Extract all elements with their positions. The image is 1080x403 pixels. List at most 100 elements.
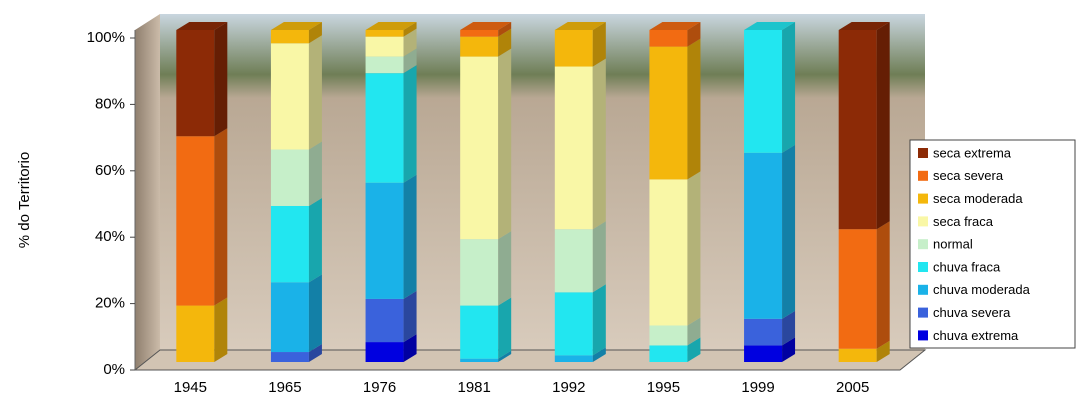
bar-top <box>554 22 606 30</box>
bar-segment <box>554 355 593 362</box>
bar-segment-side <box>498 22 512 37</box>
bar-segment <box>365 342 404 362</box>
bar-segment <box>554 229 593 293</box>
bar-segment <box>270 282 309 353</box>
bar-segment-side <box>403 290 417 343</box>
bar-segment <box>838 348 877 362</box>
legend-box <box>909 139 1076 349</box>
legend-label: seca moderada <box>933 191 1023 206</box>
background-photo <box>160 14 925 350</box>
y-tick-label: 0% <box>103 361 125 378</box>
bar-segment-side <box>214 22 228 137</box>
bar-segment <box>365 30 404 37</box>
legend-swatch <box>918 330 928 341</box>
y-tick-label: 40% <box>95 228 125 245</box>
bar-segment-side <box>592 284 606 356</box>
bar-segment <box>460 56 499 240</box>
x-tick-label: 1945 <box>174 379 207 396</box>
bar-segment <box>460 305 499 359</box>
bar-segment <box>176 136 215 306</box>
bar-segment <box>365 298 404 343</box>
bar-top <box>460 22 512 30</box>
legend-label: seca extrema <box>933 145 1012 160</box>
bar-segment <box>365 56 404 74</box>
bar-segment-side <box>876 340 890 362</box>
bar-segment <box>270 149 309 206</box>
bar-segment <box>554 292 593 356</box>
bar-segment <box>649 46 688 180</box>
bar-top <box>365 22 417 30</box>
bar-top <box>270 22 322 30</box>
bar-segment <box>176 305 215 362</box>
bar-segment <box>649 30 688 47</box>
legend: seca extrema seca severa seca moderada seca… <box>918 145 1031 343</box>
legend-swatch <box>918 193 928 204</box>
bar-segment-side <box>308 22 322 44</box>
bar-top <box>744 22 796 30</box>
bar-segment <box>744 30 783 153</box>
bar-top <box>838 22 890 30</box>
bar-segment-side <box>403 28 417 57</box>
bar-segment-side <box>308 35 322 150</box>
bar-segment-side <box>308 274 322 353</box>
legend-swatch <box>918 216 928 227</box>
bar-segment <box>270 30 309 44</box>
bar-segment-side <box>403 48 417 74</box>
bar-segment-side <box>498 350 512 362</box>
bar-segment <box>460 30 499 37</box>
bar-segment <box>460 36 499 57</box>
bar-segment-side <box>308 344 322 362</box>
bar-segment <box>460 358 499 362</box>
bar-segment-side <box>687 38 701 180</box>
x-tick-label: 1995 <box>647 379 680 396</box>
legend-label: chuva severa <box>933 305 1011 320</box>
bar-segment-side <box>498 28 512 57</box>
bar-segment-side <box>592 347 606 362</box>
legend-label: chuva moderada <box>933 282 1031 297</box>
bar-segment-side <box>403 65 417 183</box>
bar-segment <box>270 352 309 362</box>
bar-segment <box>460 239 499 306</box>
y-tick-label: 20% <box>95 295 125 312</box>
bar-segment-side <box>592 221 606 293</box>
x-tick-label: 1981 <box>458 379 491 396</box>
bar-segment <box>365 36 404 57</box>
bar-segment <box>744 345 783 362</box>
bar-segment <box>649 345 688 362</box>
bar-segment-side <box>498 297 512 359</box>
side-wall <box>135 14 160 370</box>
legend-label: seca fraca <box>933 214 994 229</box>
y-tick-label: 100% <box>87 29 125 46</box>
x-tick-label: 1976 <box>363 379 396 396</box>
bar-segment-side <box>687 22 701 47</box>
bar-segment-side <box>876 221 890 349</box>
legend-swatch <box>918 148 928 158</box>
y-axis-label: % do Territorio <box>16 152 33 248</box>
bar-segment-side <box>782 22 796 153</box>
floor <box>133 349 927 371</box>
bar-segment <box>554 30 593 67</box>
x-tick-label: 1999 <box>741 379 774 396</box>
bar-segment <box>270 205 309 283</box>
bar-segment-side <box>592 58 606 230</box>
y-tick-label: 80% <box>95 95 125 112</box>
bar-segment-side <box>876 22 890 230</box>
bar-segment-side <box>214 128 228 306</box>
bar-top <box>176 22 228 30</box>
bar-segment <box>649 325 688 346</box>
bar-segment <box>270 43 309 150</box>
bar-segment-side <box>214 297 228 362</box>
bar-segment <box>744 152 783 319</box>
bar-segment-side <box>782 337 796 362</box>
bar-segment-side <box>687 171 701 326</box>
bar-segment-side <box>403 22 417 37</box>
bar-segment-side <box>308 197 322 283</box>
bar-segment <box>365 182 404 299</box>
bar-segment <box>176 30 215 137</box>
bar-segment-side <box>592 22 606 67</box>
legend-swatch <box>918 284 928 295</box>
bar-segment-side <box>403 334 417 362</box>
bar-top <box>649 22 701 30</box>
bar-segment-side <box>308 141 322 206</box>
